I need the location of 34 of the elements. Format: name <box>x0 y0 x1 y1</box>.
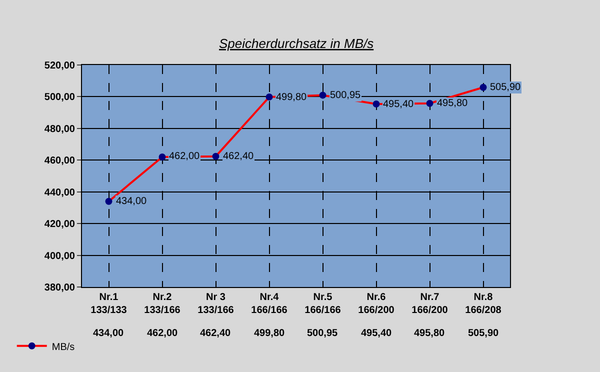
data-label: 500,95 <box>307 328 338 339</box>
text: 495,40 <box>383 99 414 110</box>
y-tick-label: 460,00 <box>44 156 76 167</box>
text: 505,90 <box>490 82 521 93</box>
data-label: 495,80 <box>414 328 446 339</box>
x-tick-label: Nr.6 166/200 <box>358 292 395 316</box>
x-tick-label: Nr.8 166/208 <box>465 292 502 316</box>
text: 495,80 <box>437 98 468 109</box>
y-tick-label: 480,00 <box>44 124 76 135</box>
legend-label: MB/s <box>52 342 75 353</box>
data-label: 505,90 <box>468 328 500 339</box>
y-tick-label: 520,00 <box>44 60 76 72</box>
text: 462,40 <box>223 151 254 162</box>
chart-title: Speicherdurchsatz in MB/s <box>219 36 374 51</box>
text: 499,80 <box>276 92 307 103</box>
x-tick-label: Nr.1 133/133 <box>90 292 128 316</box>
x-tick-label: Nr.7 166/200 <box>412 292 448 316</box>
text: 462,00 <box>169 151 200 162</box>
y-tick-label: 380,00 <box>44 282 76 294</box>
y-tick-label: 400,00 <box>44 250 76 262</box>
data-label: 434,00 <box>93 328 124 339</box>
y-tick-label: 420,00 <box>44 219 76 230</box>
x-tick-label: Nr 3 133/166 <box>198 292 234 316</box>
data-label: 499,80 <box>254 328 286 339</box>
text: 434,00 <box>116 196 147 207</box>
y-tick-label: 440,00 <box>44 187 76 198</box>
data-label: 462,40 <box>200 328 232 339</box>
x-tick-label: Nr.2 133/166 <box>144 292 181 316</box>
data-label: 495,40 <box>361 328 392 339</box>
y-tick-label: 500,00 <box>44 92 76 104</box>
x-tick-label: Nr.5 166/166 <box>304 292 342 316</box>
data-label: 462,00 <box>147 328 178 339</box>
x-tick-label: Nr.4 166/166 <box>251 292 288 316</box>
text: 500,95 <box>330 90 361 101</box>
